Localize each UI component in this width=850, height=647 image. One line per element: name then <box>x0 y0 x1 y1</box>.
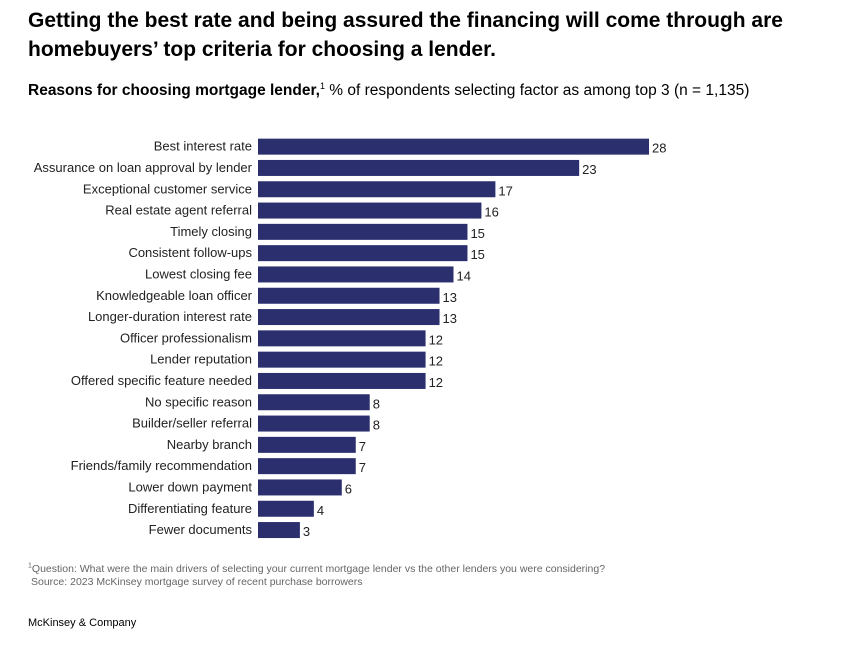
bar <box>258 287 440 304</box>
bar <box>258 436 356 453</box>
category-label: Consistent follow-ups <box>128 245 252 260</box>
category-label: Nearby branch <box>167 437 252 452</box>
category-label: Offered specific feature needed <box>71 373 252 388</box>
value-label: 3 <box>303 524 310 539</box>
chart-subtitle: Reasons for choosing mortgage lender,1 %… <box>28 81 749 101</box>
brand-logo-text: McKinsey & Company <box>28 617 137 629</box>
bar <box>258 479 342 496</box>
bar <box>258 351 426 368</box>
category-label: Fewer documents <box>149 522 253 537</box>
bar <box>258 202 482 219</box>
value-label: 16 <box>484 205 498 220</box>
value-label: 7 <box>359 439 366 454</box>
category-label: Assurance on loan approval by lender <box>34 160 253 175</box>
footnote-source: Source: 2023 McKinsey mortgage survey of… <box>31 576 363 588</box>
footnote: 1Question: What were the main drivers of… <box>28 563 605 589</box>
bar-chart: Best interest rate 28 Assurance on loan ap… <box>34 138 666 539</box>
category-label: No specific reason <box>145 394 252 409</box>
category-label: Builder/seller referral <box>132 416 252 431</box>
category-label: Timely closing <box>170 224 252 239</box>
value-label: 12 <box>429 375 443 390</box>
category-label: Exceptional customer service <box>83 181 252 196</box>
headline: Getting the best rate and being assured … <box>28 9 783 61</box>
value-label: 23 <box>582 162 596 177</box>
bar <box>258 223 468 240</box>
bar <box>258 138 649 155</box>
category-label: Best interest rate <box>154 139 252 154</box>
value-label: 15 <box>470 247 484 262</box>
value-label: 7 <box>359 460 366 475</box>
category-label: Lender reputation <box>150 352 252 367</box>
subtitle-bold: Reasons for choosing mortgage lender, <box>28 82 320 99</box>
value-label: 12 <box>429 354 443 369</box>
footnote-question: Question: What were the main drivers of … <box>31 563 606 575</box>
value-label: 8 <box>373 396 380 411</box>
bar <box>258 500 314 517</box>
value-label: 14 <box>457 268 471 283</box>
category-label: Friends/family recommendation <box>71 458 252 473</box>
bar <box>258 266 454 283</box>
value-label: 13 <box>443 311 457 326</box>
category-label: Differentiating feature <box>128 501 252 516</box>
category-label: Real estate agent referral <box>105 203 252 218</box>
value-label: 6 <box>345 481 352 496</box>
category-label: Longer-duration interest rate <box>88 309 252 324</box>
subtitle-footnote-marker: 1 <box>319 80 325 91</box>
value-label: 15 <box>470 226 484 241</box>
footnote-marker: 1 <box>28 562 32 570</box>
footnote-question-line: 1Question: What were the main drivers of… <box>28 563 605 576</box>
bar <box>258 372 426 389</box>
value-label: 12 <box>429 332 443 347</box>
category-label: Lowest closing fee <box>145 266 252 281</box>
value-label: 13 <box>443 290 457 305</box>
bar <box>258 415 370 432</box>
bar <box>258 522 300 539</box>
category-label: Officer professionalism <box>120 330 252 345</box>
category-label: Knowledgeable loan officer <box>96 288 253 303</box>
value-label: 17 <box>498 183 512 198</box>
value-label: 4 <box>317 503 324 518</box>
subtitle-rest: % of respondents selecting factor as amo… <box>325 82 750 99</box>
category-label: Lower down payment <box>128 479 252 494</box>
bar <box>258 330 426 347</box>
value-label: 28 <box>652 141 666 156</box>
bar <box>258 159 580 176</box>
value-label: 8 <box>373 418 380 433</box>
bar <box>258 394 370 411</box>
bar <box>258 245 468 262</box>
bar <box>258 309 440 326</box>
bar <box>258 181 496 198</box>
bar <box>258 458 356 475</box>
